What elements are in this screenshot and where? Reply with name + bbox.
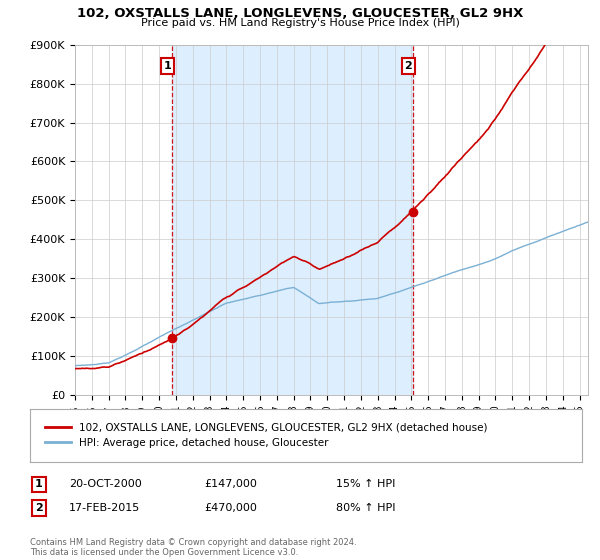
Text: £470,000: £470,000 bbox=[204, 503, 257, 513]
Text: 102, OXSTALLS LANE, LONGLEVENS, GLOUCESTER, GL2 9HX: 102, OXSTALLS LANE, LONGLEVENS, GLOUCEST… bbox=[77, 7, 523, 20]
Legend: 102, OXSTALLS LANE, LONGLEVENS, GLOUCESTER, GL2 9HX (detached house), HPI: Avera: 102, OXSTALLS LANE, LONGLEVENS, GLOUCEST… bbox=[41, 419, 492, 452]
Text: 15% ↑ HPI: 15% ↑ HPI bbox=[336, 479, 395, 489]
Text: 17-FEB-2015: 17-FEB-2015 bbox=[69, 503, 140, 513]
Text: £147,000: £147,000 bbox=[204, 479, 257, 489]
Text: 80% ↑ HPI: 80% ↑ HPI bbox=[336, 503, 395, 513]
Text: Price paid vs. HM Land Registry's House Price Index (HPI): Price paid vs. HM Land Registry's House … bbox=[140, 18, 460, 29]
Text: 2: 2 bbox=[35, 503, 43, 513]
Text: 1: 1 bbox=[163, 61, 171, 71]
Text: 1: 1 bbox=[35, 479, 43, 489]
Text: 20-OCT-2000: 20-OCT-2000 bbox=[69, 479, 142, 489]
Text: 2: 2 bbox=[404, 61, 412, 71]
Text: Contains HM Land Registry data © Crown copyright and database right 2024.
This d: Contains HM Land Registry data © Crown c… bbox=[30, 538, 356, 557]
Bar bbox=[172, 45, 413, 395]
